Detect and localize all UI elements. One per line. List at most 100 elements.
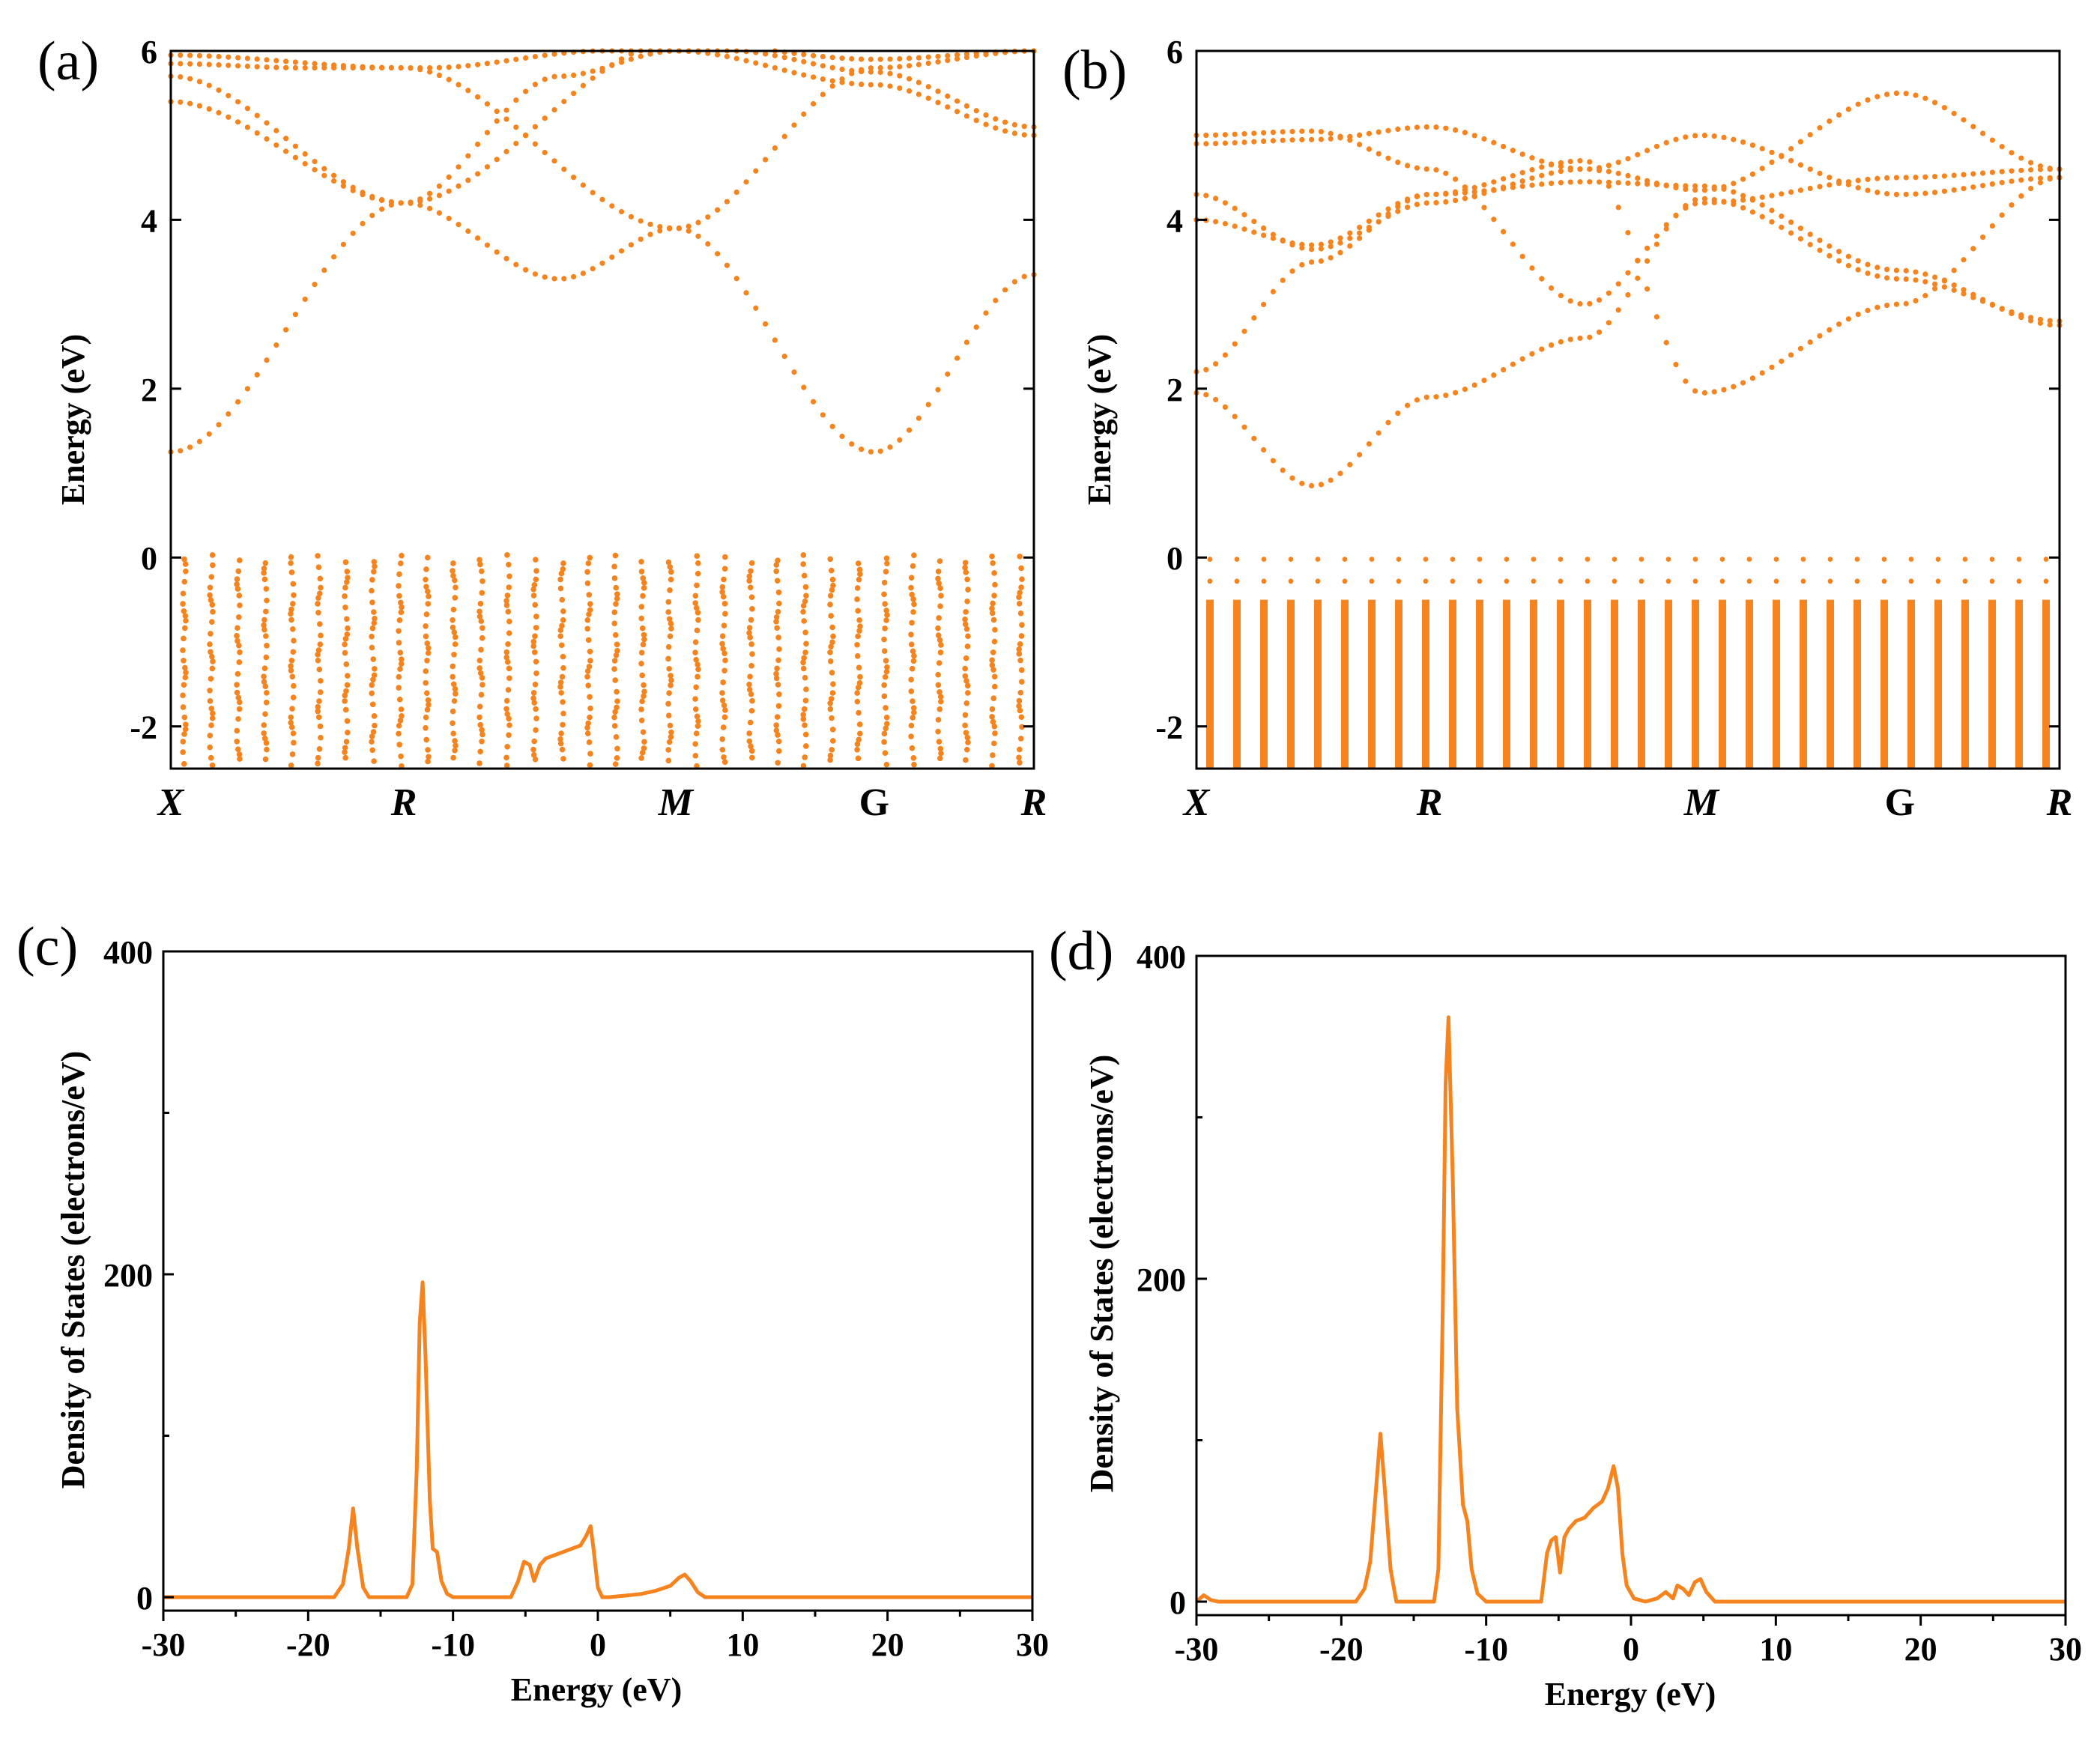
band-point — [331, 64, 337, 71]
band-point — [1788, 189, 1794, 196]
band-point — [263, 699, 270, 706]
band-point — [1807, 231, 1813, 237]
band-point — [1241, 226, 1247, 232]
band-point — [533, 625, 539, 631]
band-point — [1999, 306, 2005, 312]
band-point — [983, 121, 989, 127]
band-point — [503, 116, 509, 122]
band-point — [1342, 578, 1348, 584]
band-point — [1884, 191, 1890, 197]
band-point — [273, 58, 279, 64]
band-point — [261, 736, 268, 742]
band-point — [705, 214, 711, 220]
band-point — [990, 752, 996, 758]
band-point — [641, 682, 647, 688]
band-point — [1519, 184, 1525, 190]
band-point — [935, 387, 941, 393]
band-point — [427, 69, 433, 75]
band-point — [773, 670, 779, 677]
band-point — [1357, 224, 1363, 231]
band-point — [686, 223, 692, 229]
band-point — [423, 633, 429, 640]
band-point — [1433, 200, 1439, 206]
band-point — [936, 637, 943, 644]
band-point — [423, 690, 430, 696]
band-point — [829, 83, 835, 89]
band-point — [801, 52, 807, 58]
band-point — [721, 702, 727, 709]
band-point — [315, 754, 321, 761]
band-point — [181, 731, 187, 737]
band-point — [1357, 230, 1363, 236]
band-point — [291, 739, 297, 746]
band-point — [1016, 600, 1023, 607]
band-point — [1962, 578, 1968, 584]
band-point — [1606, 290, 1612, 296]
band-point — [775, 732, 781, 738]
band-point — [829, 624, 835, 631]
band-point — [882, 673, 889, 680]
band-point — [1665, 557, 1671, 562]
band-point — [1635, 181, 1641, 187]
band-point — [398, 609, 405, 616]
band-point — [1989, 169, 1995, 175]
band-point — [1746, 578, 1752, 584]
band-point — [665, 644, 672, 650]
band-point — [775, 608, 781, 615]
band-point — [530, 586, 536, 593]
band-point — [450, 673, 456, 680]
band-point — [478, 618, 485, 624]
band-point — [1749, 142, 1755, 148]
band-point — [288, 719, 294, 726]
band-point — [371, 713, 378, 719]
band-point — [1328, 243, 1334, 249]
band-point — [1970, 246, 1976, 252]
band-point — [647, 221, 653, 228]
band-point — [801, 111, 807, 117]
band-point — [1251, 218, 1257, 225]
band-point — [721, 566, 728, 572]
band-point — [513, 97, 519, 103]
band-point — [748, 641, 754, 647]
band-point — [1989, 301, 1995, 307]
band-point — [694, 713, 700, 720]
panel-a-letter: (a) — [37, 31, 99, 92]
band-point — [746, 681, 752, 688]
band-point — [557, 740, 564, 747]
band-point — [907, 427, 913, 433]
band-point — [883, 555, 890, 562]
band-point — [1539, 172, 1545, 178]
band-point — [532, 633, 538, 639]
band-point — [721, 759, 728, 766]
band-point — [1567, 336, 1573, 342]
band-point — [694, 553, 700, 559]
band-point — [882, 750, 889, 756]
band-point — [1501, 228, 1507, 234]
band-point — [1539, 346, 1545, 352]
band-point — [803, 686, 809, 692]
band-point — [881, 591, 887, 598]
x-tick-label: -20 — [1319, 1631, 1364, 1668]
band-point — [897, 64, 903, 70]
valence-column — [1314, 599, 1322, 769]
band-point — [585, 637, 592, 644]
band-point — [261, 566, 267, 572]
band-point — [513, 140, 519, 147]
band-point — [1692, 578, 1698, 584]
band-point — [1011, 121, 1017, 128]
band-point — [450, 560, 456, 566]
band-point — [288, 611, 294, 617]
band-point — [1443, 191, 1449, 197]
band-point — [1017, 689, 1024, 696]
band-point — [1213, 396, 1219, 403]
band-point — [1289, 475, 1295, 481]
band-point — [513, 56, 519, 62]
band-point — [2009, 150, 2015, 156]
band-point — [884, 560, 890, 567]
band-point — [721, 576, 727, 583]
band-point — [749, 606, 755, 612]
band-point — [801, 655, 807, 661]
band-point — [350, 187, 356, 193]
band-point — [1865, 307, 1871, 314]
band-point — [244, 386, 250, 392]
